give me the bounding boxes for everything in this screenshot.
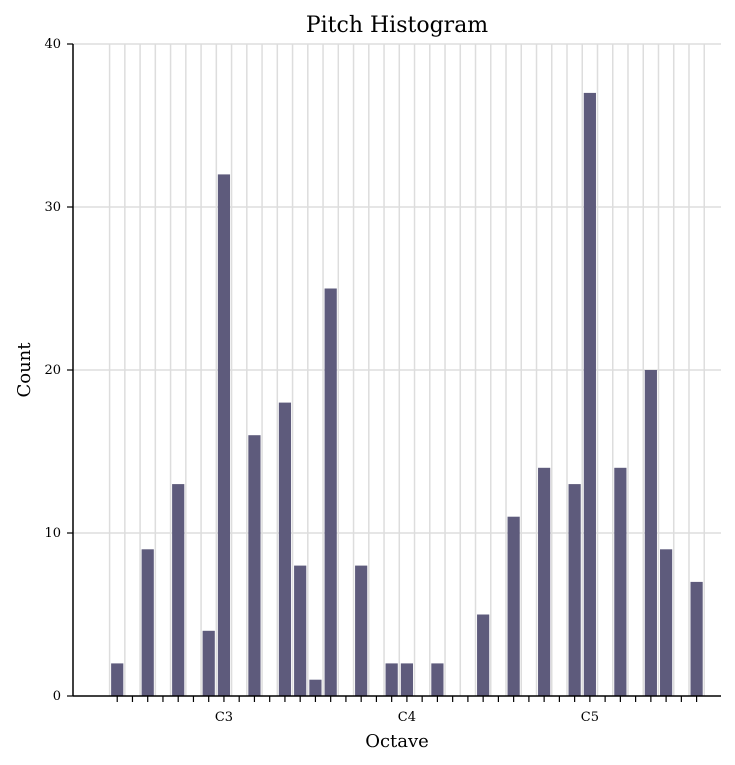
histogram-bar bbox=[583, 92, 596, 696]
histogram-bar bbox=[202, 630, 215, 696]
histogram-bar bbox=[614, 467, 627, 696]
y-tick-label: 10 bbox=[44, 526, 61, 541]
histogram-bar bbox=[385, 663, 398, 696]
histogram-bar bbox=[400, 663, 414, 696]
x-tick-label: C5 bbox=[581, 710, 599, 725]
histogram-bar bbox=[477, 614, 490, 696]
histogram-bar bbox=[141, 549, 154, 696]
chart-title: Pitch Histogram bbox=[306, 13, 488, 38]
grid-layer bbox=[73, 43, 721, 696]
y-tick-label: 0 bbox=[53, 689, 61, 704]
histogram-bar bbox=[538, 467, 551, 696]
histogram-bar bbox=[217, 174, 231, 696]
histogram-bar bbox=[324, 288, 337, 696]
histogram-bar bbox=[172, 484, 185, 696]
histogram-bar bbox=[111, 663, 124, 696]
histogram-bar bbox=[568, 484, 581, 696]
histogram-bar bbox=[278, 402, 292, 696]
y-axis-label: Count bbox=[14, 342, 35, 398]
histogram-bar bbox=[507, 516, 520, 696]
histogram-bar bbox=[431, 663, 444, 696]
y-tick-label: 40 bbox=[44, 37, 61, 52]
histogram-bar bbox=[248, 435, 261, 696]
x-axis-label: Octave bbox=[365, 731, 429, 752]
histogram-bar bbox=[309, 679, 322, 696]
x-tick-label: C4 bbox=[398, 710, 416, 725]
y-ticks: 0 10 20 30 40 bbox=[44, 37, 73, 704]
bars-layer bbox=[111, 92, 703, 696]
histogram-bar bbox=[355, 565, 368, 696]
y-tick-label: 20 bbox=[44, 363, 61, 378]
histogram-bar bbox=[690, 581, 703, 696]
x-tick-label: C3 bbox=[215, 710, 233, 725]
y-tick-label: 30 bbox=[44, 200, 61, 215]
x-ticks: C3 C4 C5 bbox=[116, 696, 698, 725]
histogram-bar bbox=[294, 565, 307, 696]
histogram-bar bbox=[660, 549, 673, 696]
histogram-bar bbox=[644, 370, 657, 696]
